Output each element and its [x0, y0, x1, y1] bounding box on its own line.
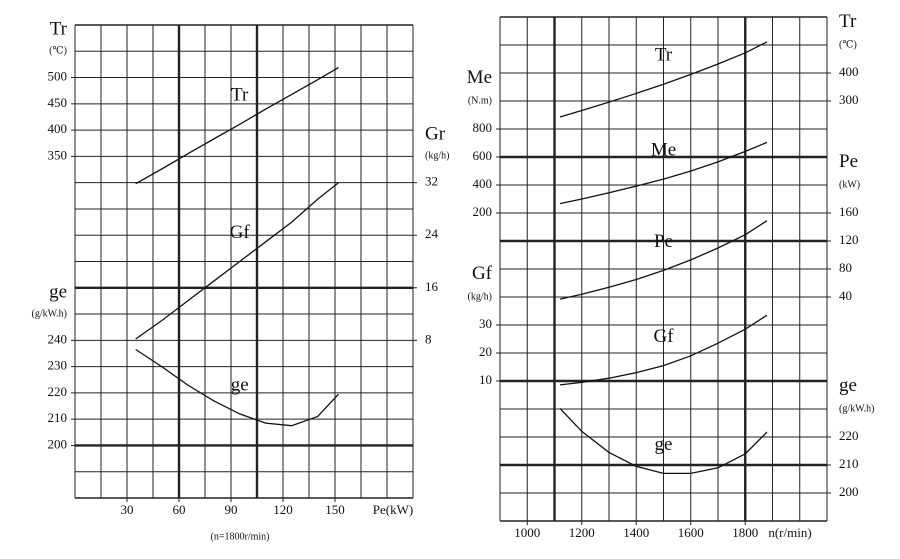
y-tick-label: 300 — [839, 92, 859, 107]
y-tick-label: 800 — [473, 120, 493, 135]
curve-label: Pe — [654, 231, 673, 252]
x-tick-label: 60 — [173, 502, 186, 517]
axis-title: Tr — [839, 11, 857, 32]
axis-unit: (g/kW.h) — [839, 403, 874, 414]
y-tick-label: 220 — [48, 384, 68, 399]
y-tick-label: 120 — [839, 232, 859, 247]
axis-unit: (g/kW.h) — [32, 308, 67, 319]
axis-title: Gf — [472, 263, 493, 284]
y-tick-label: 200 — [839, 484, 859, 499]
y-tick-label: 450 — [48, 95, 68, 110]
x-tick-label: 150 — [325, 502, 345, 517]
y-tick-label: 400 — [839, 64, 859, 79]
y-tick-label: 32 — [425, 174, 438, 189]
x-tick-label: 1800 — [732, 525, 758, 540]
y-tick-label: 220 — [839, 428, 859, 443]
y-tick-label: 230 — [48, 358, 68, 373]
axis-unit: (kg/h) — [468, 291, 492, 302]
y-tick-label: 160 — [839, 204, 859, 219]
curve — [559, 314, 768, 386]
axis-unit: (kW) — [839, 179, 860, 190]
axis-title: ge — [49, 281, 67, 302]
curve — [135, 67, 339, 185]
axis-unit: (℃) — [839, 39, 857, 50]
y-tick-label: 20 — [479, 344, 492, 359]
y-tick-label: 240 — [48, 331, 68, 346]
y-tick-label: 16 — [425, 279, 439, 294]
x-axis-label: n(r/min) — [768, 525, 811, 540]
axis-title: ge — [839, 375, 857, 396]
x-axis-label: Pe(kW) — [373, 502, 413, 517]
y-tick-label: 24 — [425, 226, 439, 241]
x-tick-label: 90 — [225, 502, 238, 517]
x-tick-label: 30 — [121, 502, 134, 517]
curve — [559, 407, 768, 475]
curve-label: Tr — [231, 85, 249, 106]
x-tick-label: 120 — [273, 502, 293, 517]
y-tick-label: 400 — [48, 121, 68, 136]
y-tick-label: 30 — [479, 316, 492, 331]
y-tick-label: 500 — [48, 69, 68, 84]
x-tick-label: 1200 — [569, 525, 595, 540]
curve-label: ge — [231, 374, 249, 395]
curve — [135, 348, 339, 427]
curve-label: Gf — [653, 326, 674, 347]
curve-label: ge — [655, 434, 673, 455]
x-tick-label: 1000 — [514, 525, 540, 540]
x-axis-note: (n=1800r/min) — [211, 531, 270, 542]
y-tick-label: 600 — [473, 148, 493, 163]
axis-title: Pe — [839, 151, 858, 172]
x-tick-label: 1400 — [623, 525, 649, 540]
curve-label: Tr — [655, 45, 673, 66]
y-tick-label: 210 — [48, 410, 68, 425]
y-tick-label: 350 — [48, 147, 68, 162]
curve — [559, 220, 768, 300]
y-tick-label: 200 — [48, 436, 68, 451]
y-tick-label: 210 — [839, 456, 859, 471]
y-tick-label: 400 — [473, 176, 493, 191]
curve-label: Me — [651, 139, 676, 160]
axis-title: Gr — [425, 124, 446, 145]
y-tick-label: 8 — [425, 331, 432, 346]
curve — [135, 182, 339, 340]
y-tick-label: 40 — [839, 288, 852, 303]
curve — [559, 41, 768, 118]
y-tick-label: 80 — [839, 260, 852, 275]
axis-title: Me — [467, 67, 492, 88]
x-tick-label: 1600 — [678, 525, 704, 540]
curve — [559, 141, 768, 205]
y-tick-label: 200 — [473, 204, 493, 219]
axis-unit: (N.m) — [468, 95, 492, 106]
axis-unit: (kg/h) — [425, 151, 449, 162]
curve-label: Gf — [230, 222, 251, 243]
y-tick-label: 10 — [479, 372, 492, 387]
axis-unit: (℃) — [49, 46, 67, 57]
axis-title: Tr — [50, 19, 68, 40]
